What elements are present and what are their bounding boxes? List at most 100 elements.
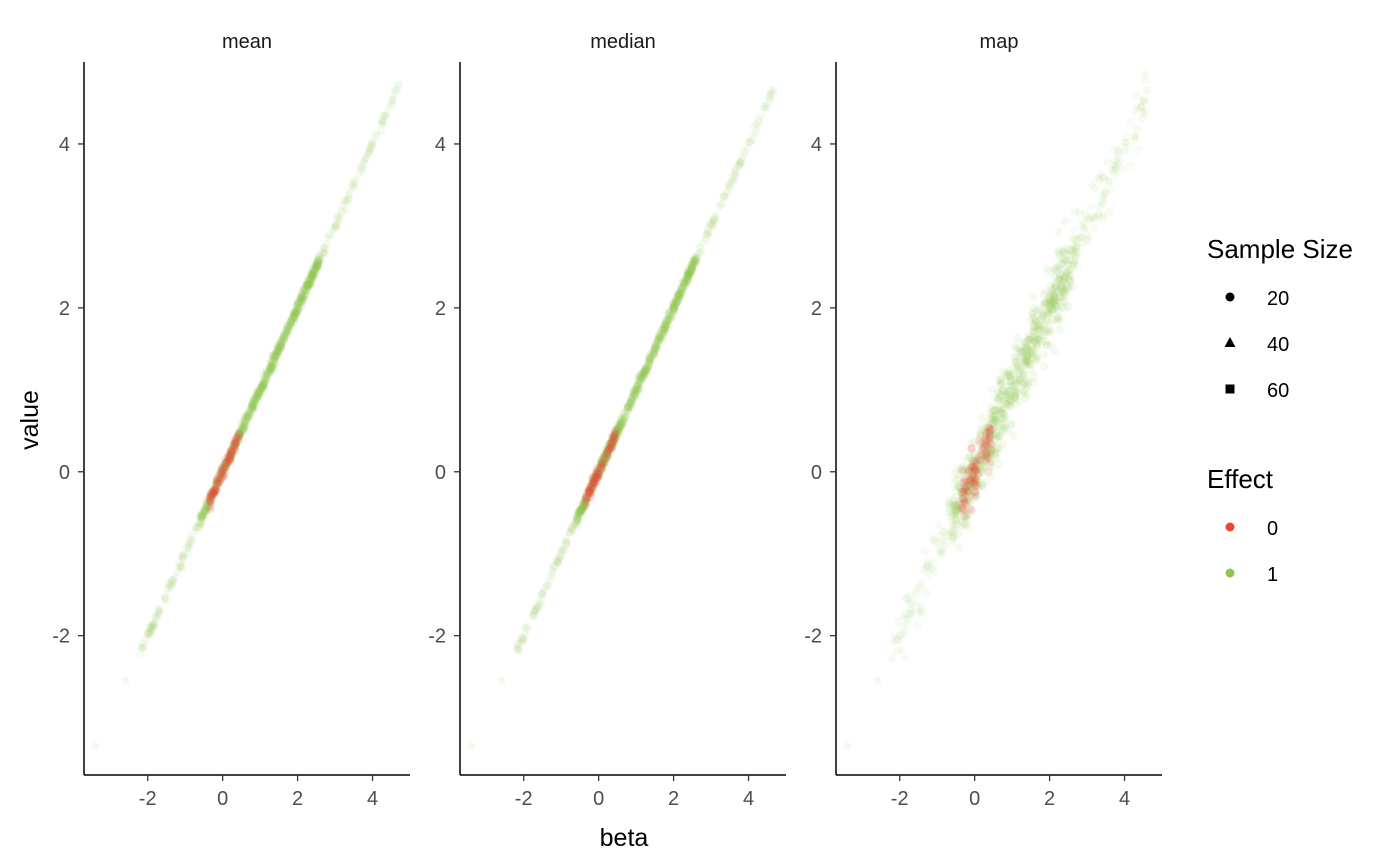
point-effect-1 (305, 276, 314, 285)
point-effect-1 (205, 498, 214, 508)
point-effect-1 (306, 279, 315, 288)
point-effect-1 (332, 213, 341, 223)
point-effect-1 (684, 272, 693, 281)
point-effect-1 (188, 536, 197, 545)
point-effect-1 (279, 335, 288, 344)
point-effect-1 (637, 370, 646, 380)
point-effect-0 (590, 472, 600, 481)
point-effect-1 (950, 511, 959, 520)
point-effect-1 (467, 742, 476, 751)
point-effect-1 (217, 471, 226, 480)
point-effect-1 (237, 426, 246, 435)
point-effect-1 (239, 422, 248, 432)
point-effect-1 (637, 369, 646, 379)
point-effect-1 (572, 513, 582, 523)
point-effect-1 (989, 406, 998, 415)
point-effect-1 (730, 165, 739, 174)
point-effect-1 (1005, 402, 1014, 411)
point-effect-1 (297, 292, 306, 302)
point-effect-1 (650, 342, 659, 352)
point-effect-1 (287, 314, 296, 323)
point-effect-1 (1032, 353, 1042, 363)
point-effect-1 (279, 336, 288, 345)
point-effect-0 (596, 464, 605, 473)
point-effect-1 (1046, 302, 1055, 311)
point-effect-1 (592, 468, 601, 478)
point-effect-1 (238, 423, 247, 432)
point-effect-1 (206, 491, 215, 501)
point-effect-1 (250, 398, 259, 407)
point-effect-1 (661, 321, 670, 330)
point-effect-1 (677, 284, 687, 293)
point-effect-1 (604, 443, 613, 452)
point-effect-1 (584, 491, 594, 500)
point-effect-1 (209, 487, 218, 496)
point-effect-1 (1012, 363, 1022, 372)
point-effect-1 (214, 476, 224, 485)
point-effect-1 (234, 430, 244, 440)
point-effect-1 (300, 289, 309, 298)
point-effect-1 (283, 329, 292, 339)
point-effect-1 (208, 487, 217, 496)
point-effect-1 (227, 448, 237, 457)
point-effect-1 (723, 180, 732, 189)
point-effect-1 (262, 371, 271, 380)
point-effect-1 (226, 450, 235, 459)
point-effect-1 (598, 454, 607, 464)
point-effect-1 (1018, 349, 1028, 358)
point-effect-1 (280, 331, 289, 341)
point-effect-1 (1062, 244, 1071, 253)
point-effect-1 (514, 642, 523, 652)
point-effect-1 (607, 439, 617, 448)
point-effect-1 (656, 329, 665, 339)
point-effect-1 (702, 230, 711, 240)
point-effect-1 (600, 451, 609, 460)
point-effect-1 (220, 461, 229, 470)
point-effect-1 (233, 431, 242, 441)
point-effect-1 (1028, 335, 1038, 344)
point-effect-1 (614, 421, 624, 431)
point-effect-1 (589, 477, 598, 486)
point-effect-1 (684, 270, 693, 279)
point-effect-1 (243, 415, 252, 424)
point-effect-0 (227, 446, 237, 456)
point-effect-1 (207, 493, 217, 502)
point-effect-1 (608, 438, 617, 447)
point-effect-0 (597, 458, 606, 468)
point-effect-1 (693, 251, 702, 260)
point-effect-1 (617, 417, 626, 426)
point-effect-1 (640, 366, 650, 375)
point-effect-1 (680, 278, 690, 287)
point-effect-0 (230, 436, 239, 446)
point-effect-1 (595, 463, 605, 472)
point-effect-1 (256, 387, 265, 396)
point-effect-1 (1071, 244, 1081, 254)
point-effect-1 (221, 462, 230, 472)
point-effect-1 (631, 385, 641, 394)
point-effect-1 (302, 281, 312, 290)
point-effect-1 (311, 270, 320, 279)
point-effect-1 (586, 481, 596, 490)
point-effect-1 (207, 487, 217, 497)
point-effect-1 (267, 358, 277, 367)
point-effect-1 (293, 299, 302, 308)
point-effect-1 (365, 146, 374, 156)
point-effect-1 (248, 402, 258, 411)
point-effect-1 (616, 418, 625, 427)
point-effect-1 (251, 393, 260, 402)
point-effect-1 (1011, 393, 1020, 402)
point-effect-1 (266, 367, 275, 377)
point-effect-1 (947, 516, 956, 526)
point-effect-1 (765, 92, 774, 102)
point-effect-1 (609, 439, 619, 448)
point-effect-1 (177, 552, 186, 562)
point-effect-1 (669, 303, 678, 313)
point-effect-1 (1019, 388, 1028, 398)
point-effect-1 (1029, 319, 1038, 328)
point-effect-1 (986, 471, 995, 480)
point-effect-1 (301, 280, 310, 290)
point-effect-1 (204, 502, 213, 511)
point-effect-1 (308, 270, 318, 279)
point-effect-0 (958, 487, 968, 496)
point-effect-1 (969, 474, 978, 483)
